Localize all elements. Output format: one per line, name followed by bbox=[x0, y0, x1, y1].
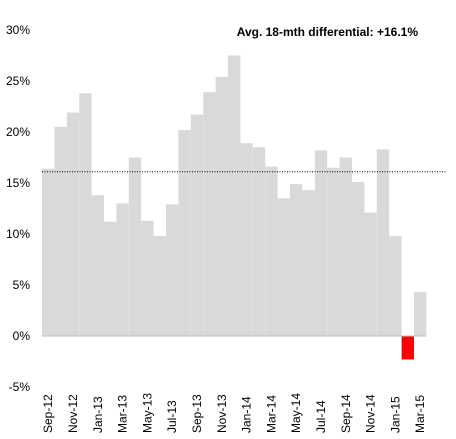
x-tick-label: Jan-13 bbox=[91, 396, 105, 433]
bar-sep-12 bbox=[42, 168, 55, 336]
bar-jun-13 bbox=[153, 236, 166, 336]
bar-jul-13 bbox=[166, 204, 179, 336]
x-axis-ticks: Sep-12 Nov-12 Jan-13 Mar-13 May-13 Jul-13 Sep-… bbox=[41, 393, 427, 433]
y-tick-label: 0% bbox=[13, 329, 31, 343]
bar-apr-13 bbox=[128, 157, 142, 336]
bar-oct-13 bbox=[203, 92, 216, 336]
bar-aug-14 bbox=[327, 167, 340, 336]
bar-nov-13 bbox=[215, 76, 228, 337]
x-tick-label: Nov-13 bbox=[215, 394, 229, 433]
x-tick-label: Sep-12 bbox=[41, 394, 55, 433]
bar-jun-14 bbox=[302, 190, 315, 336]
x-tick-label: Mar-15 bbox=[413, 395, 427, 433]
x-tick-label: May-13 bbox=[140, 393, 154, 433]
bar-jul-14 bbox=[314, 150, 328, 336]
x-tick-label: May-14 bbox=[289, 393, 303, 433]
y-tick-label: 25% bbox=[6, 74, 30, 88]
bar-oct-14 bbox=[352, 181, 365, 336]
bar-aug-13 bbox=[178, 129, 191, 336]
x-tick-label: Sep-14 bbox=[339, 394, 353, 433]
bar-jan-13 bbox=[91, 195, 104, 336]
x-tick-label: Nov-14 bbox=[364, 394, 378, 433]
bar-sep-14 bbox=[339, 157, 352, 336]
y-tick-label: 20% bbox=[6, 125, 30, 139]
bar-jan-14 bbox=[240, 143, 253, 336]
x-tick-label: Mar-13 bbox=[116, 395, 130, 433]
average-differential-annotation: Avg. 18-mth differential: +16.1% bbox=[237, 25, 419, 39]
bar-nov-14 bbox=[364, 212, 377, 336]
y-tick-label: 10% bbox=[6, 227, 30, 241]
bar-jan-15 bbox=[389, 236, 402, 336]
bar-apr-14 bbox=[277, 198, 290, 336]
x-tick-label: Jan-14 bbox=[240, 396, 254, 433]
y-tick-label: 30% bbox=[6, 23, 30, 37]
bar-may-13 bbox=[141, 220, 154, 336]
x-tick-label: Jan-15 bbox=[388, 396, 402, 433]
bar-oct-12 bbox=[54, 126, 67, 337]
y-tick-label: 5% bbox=[13, 278, 31, 292]
bar-dec-13 bbox=[228, 55, 241, 336]
bar-feb-13 bbox=[104, 221, 117, 336]
x-tick-label: Jul-14 bbox=[314, 400, 328, 433]
bar-sep-13 bbox=[190, 114, 204, 336]
x-tick-label: Jul-13 bbox=[165, 400, 179, 433]
x-tick-label: Mar-14 bbox=[264, 395, 278, 433]
bar-feb-15 bbox=[401, 336, 414, 360]
bar-mar-15 bbox=[414, 292, 427, 336]
bar-mar-14 bbox=[265, 166, 278, 336]
bars bbox=[42, 55, 427, 360]
y-tick-label: -5% bbox=[9, 380, 31, 394]
bar-nov-12 bbox=[66, 112, 80, 337]
bar-mar-13 bbox=[116, 203, 129, 336]
y-tick-label: 15% bbox=[6, 176, 30, 190]
x-tick-label: Sep-13 bbox=[190, 394, 204, 433]
x-tick-label: Nov-12 bbox=[66, 394, 80, 433]
bar-dec-12 bbox=[79, 93, 92, 337]
y-axis-ticks: 30% 25% 20% 15% 10% 5% 0% -5% bbox=[6, 23, 30, 394]
bar-feb-14 bbox=[252, 147, 266, 336]
bar-may-14 bbox=[290, 184, 303, 336]
bar-dec-14 bbox=[376, 149, 390, 336]
